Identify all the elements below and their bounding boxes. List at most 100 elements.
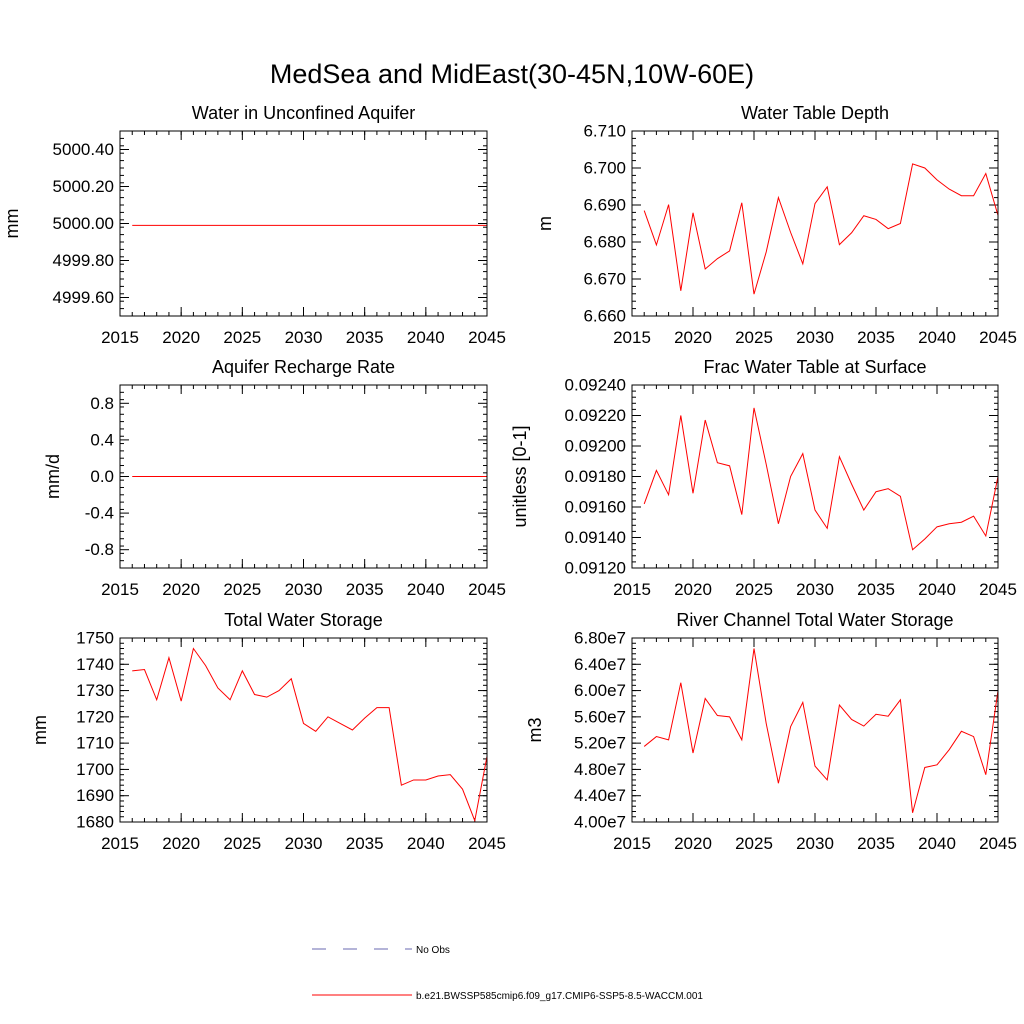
data-point xyxy=(984,773,988,777)
y-tick-label: 1730 xyxy=(76,681,114,700)
x-tick-label: 2040 xyxy=(918,580,956,599)
data-point xyxy=(911,811,915,815)
y-tick-label: 6.80e7 xyxy=(574,629,626,648)
data-point xyxy=(801,700,805,704)
data-point xyxy=(338,223,342,227)
data-point xyxy=(155,698,159,702)
y-axis-label: unitless [0-1] xyxy=(510,425,530,527)
data-point xyxy=(228,475,232,479)
data-point xyxy=(167,223,171,227)
data-point xyxy=(314,729,318,733)
data-point xyxy=(448,475,452,479)
data-point xyxy=(789,475,793,479)
data-point xyxy=(776,196,780,200)
data-point xyxy=(191,223,195,227)
data-point xyxy=(923,765,927,769)
data-point xyxy=(959,194,963,198)
data-point xyxy=(179,475,183,479)
x-tick-label: 2035 xyxy=(857,580,895,599)
y-tick-label: 6.00e7 xyxy=(574,681,626,700)
y-tick-label: 4999.60 xyxy=(53,288,114,307)
x-tick-label: 2025 xyxy=(735,328,773,347)
data-point xyxy=(363,475,367,479)
data-point xyxy=(240,223,244,227)
legend-label-model: b.e21.BWSSP585cmip6.f09_g17.CMIP6-SSP5-8… xyxy=(416,991,703,1002)
data-point xyxy=(862,724,866,728)
data-point xyxy=(911,548,915,552)
panel-title: Aquifer Recharge Rate xyxy=(212,357,395,377)
data-point xyxy=(972,735,976,739)
y-tick-label: 6.670 xyxy=(583,270,626,289)
y-tick-label: 0.09160 xyxy=(565,498,626,517)
x-tick-label: 2020 xyxy=(162,580,200,599)
data-point xyxy=(412,778,416,782)
plot-frame xyxy=(631,130,999,317)
data-point xyxy=(265,475,269,479)
data-point xyxy=(825,526,829,530)
data-point xyxy=(752,292,756,296)
y-tick-label: 4.40e7 xyxy=(574,786,626,805)
y-tick-label: 1700 xyxy=(76,760,114,779)
y-axis-label: mm/d xyxy=(43,454,63,499)
data-point xyxy=(216,223,220,227)
data-point xyxy=(412,223,416,227)
y-tick-label: 0.09240 xyxy=(565,376,626,395)
data-point xyxy=(179,223,183,227)
data-point xyxy=(813,202,817,206)
y-tick-label: 5.20e7 xyxy=(574,734,626,753)
x-tick-label: 2045 xyxy=(468,834,506,853)
x-tick-label: 2045 xyxy=(979,580,1017,599)
data-point xyxy=(167,656,171,660)
data-point xyxy=(240,475,244,479)
data-point xyxy=(679,414,683,418)
data-point xyxy=(764,721,768,725)
data-point xyxy=(679,289,683,293)
data-point xyxy=(302,721,306,725)
data-point xyxy=(789,230,793,234)
x-tick-label: 2025 xyxy=(223,580,261,599)
x-tick-label: 2030 xyxy=(796,834,834,853)
y-tick-label: 1710 xyxy=(76,734,114,753)
data-point xyxy=(837,243,841,247)
data-point xyxy=(837,703,841,707)
x-tick-label: 2030 xyxy=(796,328,834,347)
data-point xyxy=(130,223,134,227)
panel-6: River Channel Total Water Storage m3 2015 2… xyxy=(525,610,1017,853)
data-point xyxy=(375,223,379,227)
data-point xyxy=(935,763,939,767)
data-point xyxy=(740,513,744,517)
panel-5: Total Water Storage mm 2015 2020 2025 2030 203… xyxy=(30,610,506,853)
data-point xyxy=(801,452,805,456)
y-tick-label: 0.09180 xyxy=(565,467,626,486)
y-tick-label: 0.09120 xyxy=(565,559,626,578)
y-axis-label: mm xyxy=(30,715,50,745)
y-tick-label: 5000.40 xyxy=(53,140,114,159)
data-point xyxy=(764,250,768,254)
data-point xyxy=(911,162,915,166)
y-axis-label: mm xyxy=(2,209,22,239)
data-point xyxy=(155,475,159,479)
x-tick-label: 2025 xyxy=(223,834,261,853)
data-point xyxy=(947,522,951,526)
data-point xyxy=(728,715,732,719)
data-point xyxy=(935,178,939,182)
data-point xyxy=(375,706,379,710)
y-tick-label: -0.4 xyxy=(85,504,114,523)
x-tick-label: 2020 xyxy=(674,328,712,347)
series-line xyxy=(643,648,999,813)
data-point xyxy=(216,475,220,479)
data-point xyxy=(862,508,866,512)
data-point xyxy=(898,222,902,226)
data-point xyxy=(728,249,732,253)
data-point xyxy=(947,187,951,191)
y-tick-label: 6.660 xyxy=(583,307,626,326)
data-point xyxy=(473,223,477,227)
data-point xyxy=(204,664,208,668)
data-point xyxy=(813,508,817,512)
data-point xyxy=(142,223,146,227)
data-point xyxy=(642,502,646,506)
data-point xyxy=(703,267,707,271)
data-point xyxy=(387,475,391,479)
panel-title: Frac Water Table at Surface xyxy=(703,357,926,377)
data-point xyxy=(715,714,719,718)
